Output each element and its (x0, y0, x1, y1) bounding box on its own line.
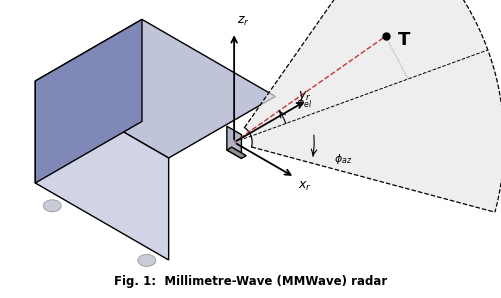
Ellipse shape (154, 135, 172, 148)
Polygon shape (244, 0, 501, 212)
Text: $y_r$: $y_r$ (298, 89, 312, 103)
Polygon shape (35, 19, 142, 183)
Polygon shape (35, 19, 275, 158)
Text: $x_r$: $x_r$ (297, 180, 311, 193)
Text: $\phi_{az}$: $\phi_{az}$ (333, 152, 352, 166)
Text: $z_r$: $z_r$ (236, 15, 249, 28)
Polygon shape (226, 147, 246, 159)
Text: Fig. 1:  Millimetre-Wave (MMWave) radar: Fig. 1: Millimetre-Wave (MMWave) radar (114, 275, 387, 288)
Ellipse shape (138, 254, 155, 266)
Text: T: T (397, 31, 409, 49)
Polygon shape (35, 81, 168, 260)
Ellipse shape (43, 200, 61, 212)
Text: $\phi_{el}$: $\phi_{el}$ (296, 96, 312, 110)
Polygon shape (226, 126, 241, 159)
